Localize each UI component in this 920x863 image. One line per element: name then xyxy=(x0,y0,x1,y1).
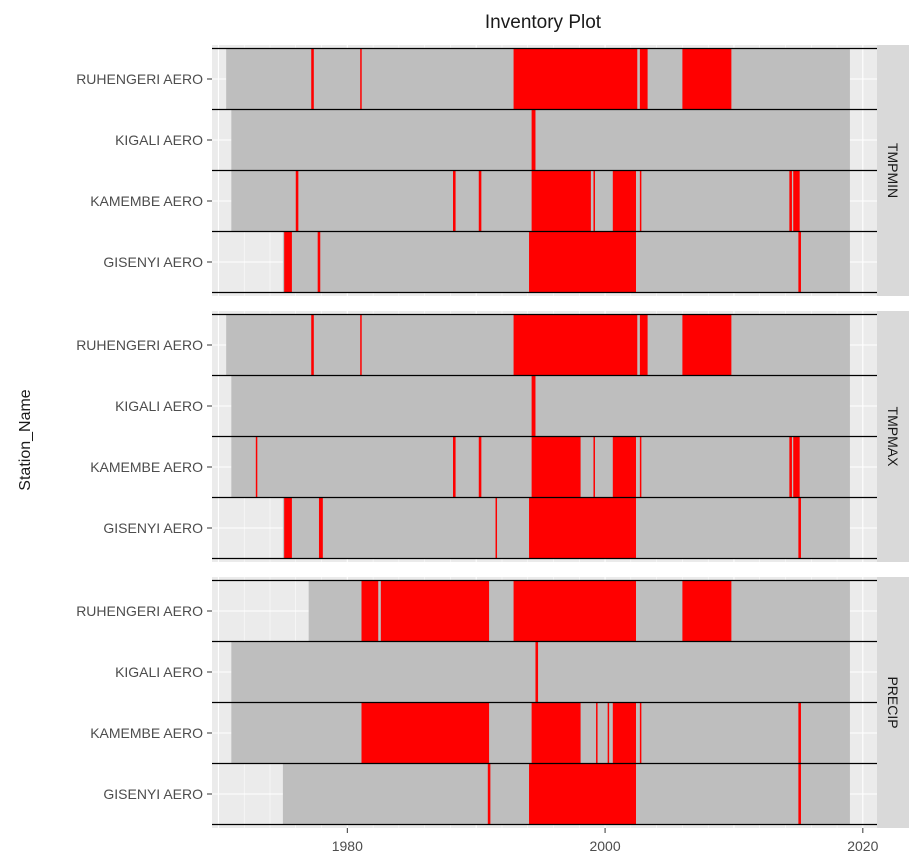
missing-data-segment xyxy=(639,48,648,110)
missing-data-segment xyxy=(284,231,292,293)
station-row xyxy=(231,641,850,703)
facet-panel-tmpmin: RUHENGERI AERO KIGALI AERO KAMEMBE AERO GIS… xyxy=(76,45,909,296)
missing-data-segment xyxy=(593,170,595,232)
station-row xyxy=(226,314,850,376)
missing-data-segment xyxy=(529,763,637,825)
data-present-bar xyxy=(231,641,850,703)
missing-data-segment xyxy=(798,763,801,825)
missing-data-segment xyxy=(478,170,482,232)
missing-data-segment xyxy=(311,314,314,376)
missing-data-segment xyxy=(639,436,642,498)
missing-data-segment xyxy=(255,436,258,498)
y-tick-label: KIGALI AERO xyxy=(115,398,203,414)
missing-data-segment xyxy=(682,314,732,376)
missing-data-segment xyxy=(317,231,321,293)
missing-data-segment xyxy=(529,231,637,293)
missing-data-segment xyxy=(478,436,482,498)
missing-data-segment xyxy=(284,497,292,559)
missing-data-segment xyxy=(612,702,637,764)
missing-data-segment xyxy=(513,580,637,642)
station-row xyxy=(231,109,850,171)
y-tick-label: RUHENGERI AERO xyxy=(76,603,203,619)
missing-data-segment xyxy=(789,170,792,232)
missing-data-segment xyxy=(639,314,648,376)
data-present-bar xyxy=(231,375,850,437)
missing-data-segment xyxy=(380,580,490,642)
station-row xyxy=(308,580,850,642)
missing-data-segment xyxy=(360,314,362,376)
missing-data-segment xyxy=(798,497,801,559)
missing-data-segment xyxy=(612,170,637,232)
missing-data-segment xyxy=(531,170,591,232)
missing-data-segment xyxy=(596,702,598,764)
missing-data-segment xyxy=(682,48,732,110)
facet-strip xyxy=(877,577,909,828)
facet-strip xyxy=(877,311,909,562)
missing-data-segment xyxy=(531,436,581,498)
missing-data-segment xyxy=(535,641,539,703)
y-tick-label: KIGALI AERO xyxy=(115,664,203,680)
missing-data-segment xyxy=(513,314,638,376)
missing-data-segment xyxy=(295,170,299,232)
missing-data-segment xyxy=(318,497,323,559)
missing-data-segment xyxy=(639,702,642,764)
missing-data-segment xyxy=(495,497,498,559)
missing-data-segment xyxy=(607,702,610,764)
missing-data-segment xyxy=(793,436,800,498)
missing-data-segment xyxy=(798,231,801,293)
missing-data-segment xyxy=(593,436,595,498)
station-row xyxy=(282,231,850,293)
y-tick-label: GISENYI AERO xyxy=(103,254,203,270)
missing-data-segment xyxy=(798,702,801,764)
missing-data-segment xyxy=(452,170,456,232)
facet-panels: RUHENGERI AERO KIGALI AERO KAMEMBE AERO GIS… xyxy=(76,45,909,828)
facet-panel-tmpmax: RUHENGERI AERO KIGALI AERO KAMEMBE AERO GIS… xyxy=(76,311,909,562)
missing-data-segment xyxy=(612,436,637,498)
station-row xyxy=(231,436,850,498)
missing-data-segment xyxy=(531,702,581,764)
missing-data-segment xyxy=(682,580,732,642)
station-row xyxy=(226,48,850,110)
y-tick-label: KAMEMBE AERO xyxy=(90,193,203,209)
missing-data-segment xyxy=(513,48,638,110)
y-tick-label: KAMEMBE AERO xyxy=(90,459,203,475)
y-tick-label: GISENYI AERO xyxy=(103,786,203,802)
x-tick-label: 1980 xyxy=(332,838,363,854)
x-tick-label: 2000 xyxy=(589,838,620,854)
missing-data-segment xyxy=(361,580,379,642)
data-present-bar xyxy=(231,109,850,171)
station-row xyxy=(282,497,850,559)
station-row xyxy=(282,763,850,825)
missing-data-segment xyxy=(531,375,536,437)
missing-data-segment xyxy=(452,436,456,498)
y-tick-label: KIGALI AERO xyxy=(115,132,203,148)
station-row xyxy=(231,702,850,764)
y-tick-label: RUHENGERI AERO xyxy=(76,337,203,353)
facet-panel-precip: RUHENGERI AERO KIGALI AERO KAMEMBE AERO GIS… xyxy=(76,577,909,828)
y-tick-label: KAMEMBE AERO xyxy=(90,725,203,741)
facet-label: PRECIP xyxy=(885,676,901,728)
missing-data-segment xyxy=(789,436,792,498)
y-axis-label: Station_Name xyxy=(17,389,34,490)
missing-data-segment xyxy=(311,48,314,110)
missing-data-segment xyxy=(361,702,490,764)
station-row xyxy=(231,170,850,232)
y-tick-label: RUHENGERI AERO xyxy=(76,71,203,87)
facet-label: TMPMIN xyxy=(885,143,901,198)
facet-label: TMPMAX xyxy=(885,407,901,468)
chart-title: Inventory Plot xyxy=(485,12,602,33)
station-row xyxy=(231,375,850,437)
missing-data-segment xyxy=(360,48,362,110)
missing-data-segment xyxy=(531,109,536,171)
x-axis: 1980 2000 2020 xyxy=(332,828,879,854)
y-tick-label: GISENYI AERO xyxy=(103,520,203,536)
missing-data-segment xyxy=(639,170,642,232)
missing-data-segment xyxy=(793,170,800,232)
facet-strip xyxy=(877,45,909,296)
missing-data-segment xyxy=(487,763,491,825)
missing-data-segment xyxy=(529,497,637,559)
x-tick-label: 2020 xyxy=(847,838,878,854)
